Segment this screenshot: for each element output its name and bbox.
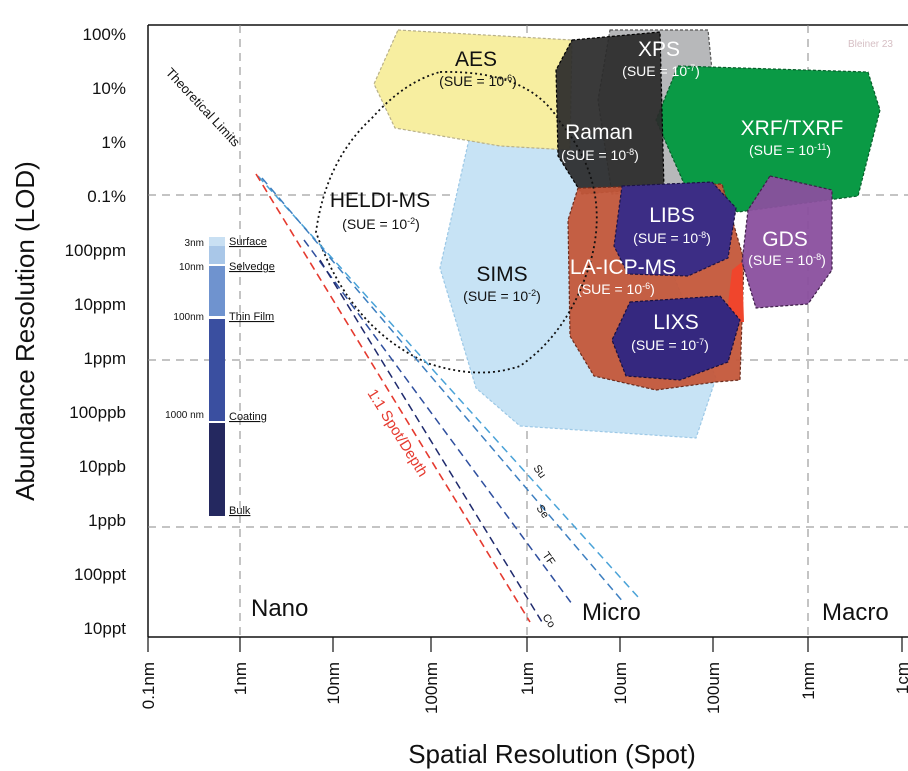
depth-layer-label: Surface [229, 236, 267, 248]
depth-size-label: 10nm [179, 262, 204, 273]
spot-depth-line [255, 173, 531, 623]
y-tick-label: 0.1% [87, 187, 126, 206]
theoretical-limits-label: Theoretical Limits [163, 65, 244, 150]
x-tick-label: 100um [704, 662, 723, 714]
y-tick-label: 100ppb [69, 403, 126, 422]
xrf-sue-label: (SUE = 10-11) [749, 142, 831, 158]
lixs-region [611, 295, 741, 381]
surface-limit-line [257, 175, 639, 598]
xrf-label: XRF/TXRF [741, 117, 844, 140]
raman-label: Raman [565, 121, 633, 144]
y-tick-label: 1% [101, 133, 126, 152]
depth-layer-label: Bulk [229, 505, 251, 517]
heldi-ms-sue-label: (SUE = 10-2) [342, 216, 420, 232]
xps-label: XPS [638, 38, 680, 61]
lixs-label: LIXS [653, 311, 699, 334]
y-tick-label: 100% [83, 25, 126, 44]
raman-sue-label: (SUE = 10-8) [561, 147, 639, 163]
y-tick-labels: 100% 10% 1% 0.1% 100ppm 10ppm 1ppm 100pp… [65, 25, 127, 638]
depth-scale-bar [209, 237, 225, 516]
sims-label: SIMS [476, 263, 527, 286]
series-label-co: Co [540, 612, 558, 630]
credit-label: Bleiner 23 [848, 39, 893, 50]
aes-label: AES [455, 48, 497, 71]
y-tick-label: 1ppm [83, 349, 126, 368]
y-tick-label: 1ppb [88, 511, 126, 530]
series-label-tf: TF [540, 550, 558, 568]
xrf-region [655, 65, 881, 213]
libs-sue-label: (SUE = 10-8) [633, 230, 711, 246]
gds-label: GDS [762, 228, 808, 251]
depth-layer-label: Selvedge [229, 261, 275, 273]
x-tick-label: 100nm [422, 662, 441, 714]
x-tick-label: 1um [518, 662, 537, 695]
depth-layer-labels: Surface Selvedge Thin Film Coating Bulk [229, 236, 275, 517]
la-icp-highlight-wedge [726, 262, 744, 322]
aes-region [373, 29, 573, 151]
heldi-ms-label: HELDI-MS [330, 189, 430, 212]
micro-label: Micro [582, 599, 641, 626]
depth-size-label: 100nm [173, 312, 204, 323]
series-label-se: Se [534, 503, 552, 521]
y-tick-label: 10ppb [79, 457, 126, 476]
y-tick-label: 10ppm [74, 295, 126, 314]
y-tick-label: 10% [92, 79, 126, 98]
x-tick-label: 10um [611, 662, 630, 705]
spot-depth-label: 1:1 Spot/Depth [364, 386, 431, 480]
lixs-sue-label: (SUE = 10-7) [631, 337, 709, 353]
y-tick-label: 100ppm [65, 241, 126, 260]
series-label-su: Su [531, 463, 549, 481]
aes-sue-label: (SUE = 10-6) [439, 73, 517, 89]
depth-size-labels: 3nm 10nm 100nm 1000 nm [165, 238, 204, 421]
x-axis-title: Spatial Resolution (Spot) [408, 739, 696, 769]
y-tick-label: 100ppt [74, 565, 126, 584]
sims-sue-label: (SUE = 10-2) [463, 288, 541, 304]
x-tick-marks [147, 637, 903, 652]
nano-label: Nano [251, 595, 308, 622]
y-axis-title: Abundance Resolution (LOD) [10, 161, 40, 501]
gds-region [741, 175, 833, 309]
libs-region [613, 181, 737, 277]
x-tick-label: 1cm [893, 662, 908, 694]
heldi-ms-region [315, 71, 598, 374]
depth-layer-label: Coating [229, 411, 267, 423]
depth-layer-selvedge [209, 246, 225, 264]
macro-label: Macro [822, 599, 889, 626]
depth-layer-thin-film [209, 266, 225, 316]
libs-label: LIBS [649, 204, 695, 227]
depth-layer-bulk [209, 423, 225, 516]
x-tick-label: 1nm [231, 662, 250, 695]
x-tick-labels: 0.1nm 1nm 10nm 100nm 1um 10um 100um 1mm … [139, 662, 908, 714]
depth-layer-surface [209, 237, 225, 246]
depth-layer-coating [209, 319, 225, 421]
coating-limit-line [319, 259, 543, 623]
x-tick-label: 1mm [799, 662, 818, 700]
gds-sue-label: (SUE = 10-8) [748, 252, 826, 268]
la-icp-ms-sue-label: (SUE = 10-6) [577, 281, 655, 297]
depth-layer-label: Thin Film [229, 311, 274, 323]
x-tick-label: 10nm [324, 662, 343, 705]
x-tick-label: 0.1nm [139, 662, 158, 709]
thin-film-limit-line [303, 239, 573, 605]
xps-sue-label: (SUE = 10-7) [622, 63, 700, 79]
selvedge-limit-line [261, 177, 625, 604]
depth-size-label: 3nm [185, 238, 204, 249]
y-tick-label: 10ppt [83, 619, 126, 638]
la-icp-ms-label: LA-ICP-MS [570, 256, 676, 279]
depth-size-label: 1000 nm [165, 410, 204, 421]
